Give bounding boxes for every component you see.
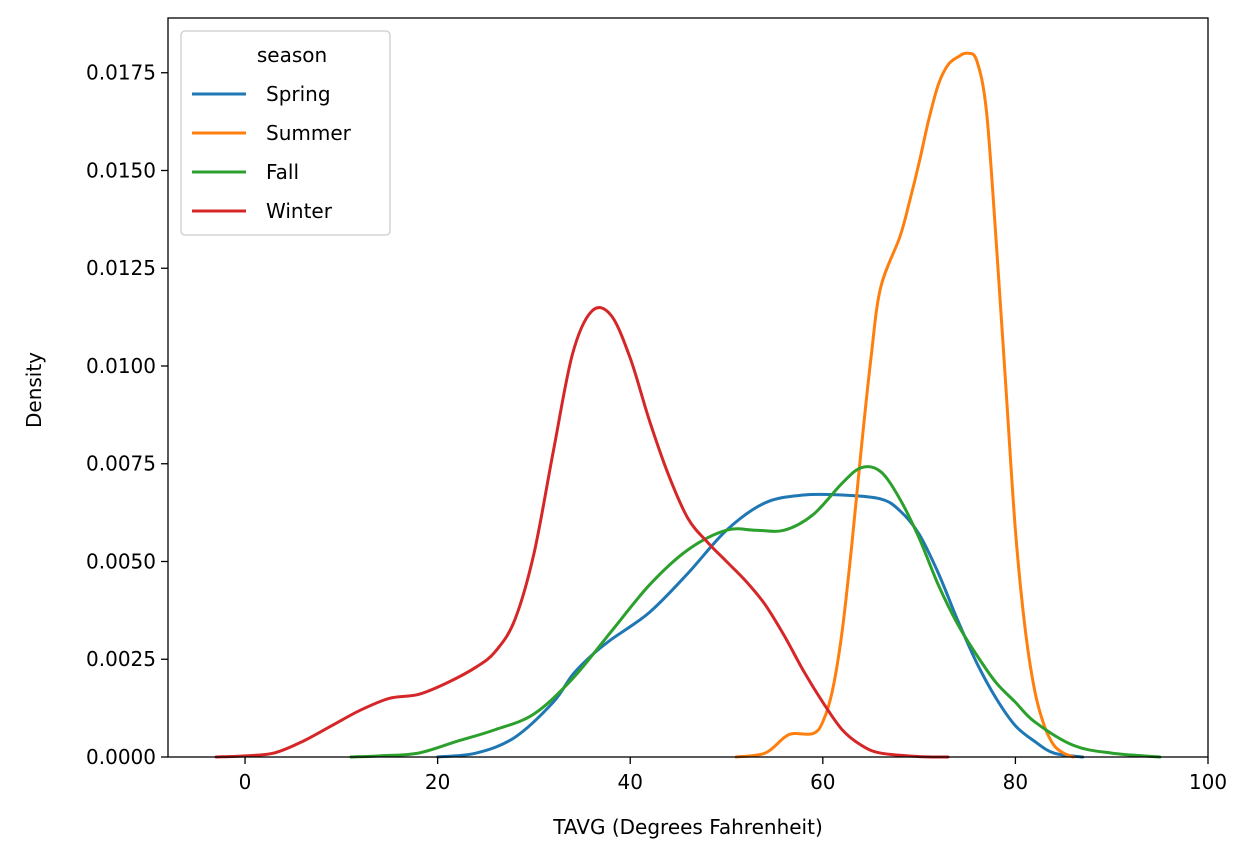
series-line-winter bbox=[214, 306, 950, 759]
y-tick-label: 0.0150 bbox=[86, 158, 156, 182]
legend-label-fall: Fall bbox=[266, 160, 299, 184]
legend-label-spring: Spring bbox=[266, 82, 331, 106]
legend-title: season bbox=[257, 43, 327, 67]
x-axis: 0 20 40 60 80 100 bbox=[239, 757, 1227, 794]
legend-label-winter: Winter bbox=[266, 199, 333, 223]
y-axis: 0.0000 0.0025 0.0050 0.0075 0.0100 0.0125 0.01… bbox=[86, 61, 168, 769]
series-line-summer bbox=[734, 51, 1075, 759]
x-tick-label: 60 bbox=[810, 770, 835, 794]
x-tick-label: 40 bbox=[617, 770, 642, 794]
y-tick-label: 0.0100 bbox=[86, 354, 156, 378]
series-layer bbox=[214, 51, 1162, 759]
y-tick-label: 0.0125 bbox=[86, 256, 156, 280]
y-tick-label: 0.0075 bbox=[86, 452, 156, 476]
x-tick-label: 100 bbox=[1189, 770, 1227, 794]
legend-label-summer: Summer bbox=[266, 121, 352, 145]
series-line-fall bbox=[349, 465, 1162, 759]
y-tick-label: 0.0000 bbox=[86, 745, 156, 769]
y-axis-label: Density bbox=[22, 352, 46, 428]
x-tick-label: 0 bbox=[239, 770, 252, 794]
x-tick-label: 20 bbox=[425, 770, 450, 794]
legend-box bbox=[180, 30, 391, 236]
y-tick-label: 0.0175 bbox=[86, 61, 156, 85]
legend: season Spring Summer Fall Winter bbox=[180, 30, 391, 236]
y-tick-label: 0.0050 bbox=[86, 549, 156, 573]
x-tick-label: 80 bbox=[1003, 770, 1028, 794]
series-line-spring bbox=[436, 492, 1085, 759]
x-axis-label: TAVG (Degrees Fahrenheit) bbox=[552, 815, 823, 839]
plot-frame bbox=[167, 17, 1209, 758]
y-tick-label: 0.0025 bbox=[86, 647, 156, 671]
